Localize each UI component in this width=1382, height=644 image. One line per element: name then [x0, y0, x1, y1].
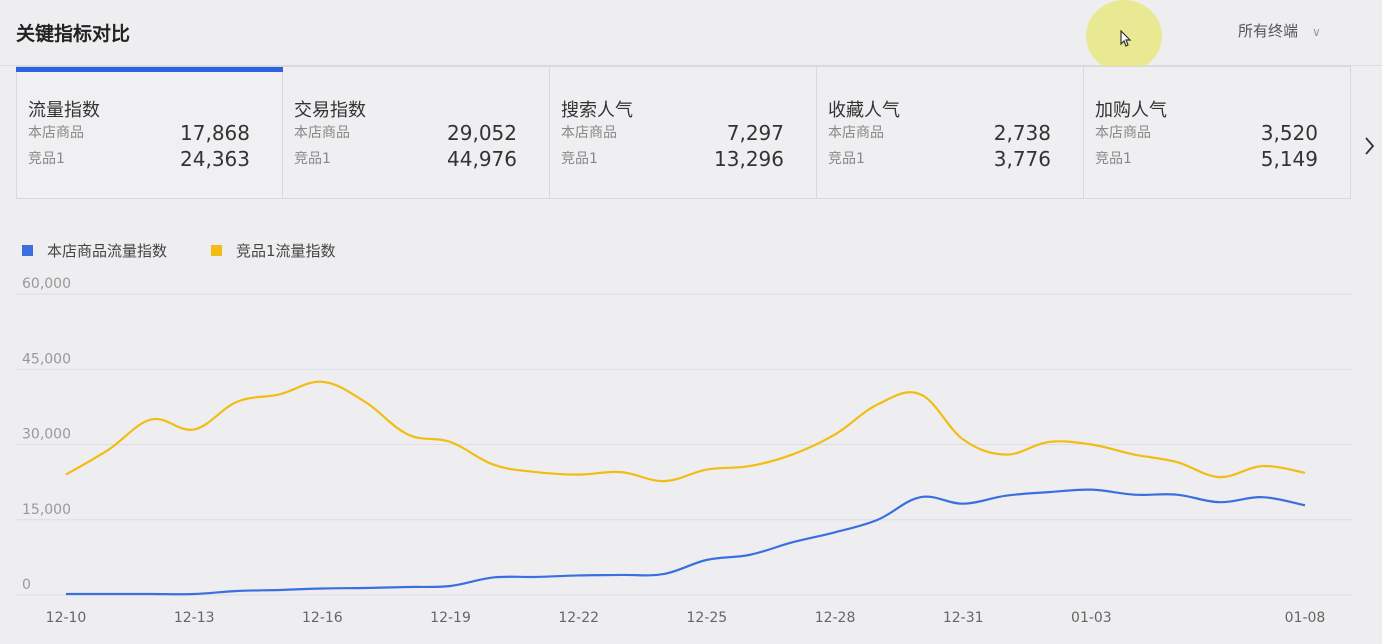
terminal-filter-label: 所有终端 — [1238, 22, 1299, 40]
x-tick-label: 12-22 — [558, 610, 599, 626]
competitor-value: 3,776 — [993, 147, 1051, 171]
own-product-label: 本店商品 — [828, 125, 884, 141]
own-product-label: 本店商品 — [561, 125, 617, 141]
own-product-value: 17,868 — [180, 121, 250, 145]
page-title: 关键指标对比 — [16, 23, 131, 45]
competitor-label: 竞品1 — [1095, 151, 1132, 167]
y-tick-label: 30,000 — [22, 427, 71, 443]
x-tick-label: 01-08 — [1285, 610, 1326, 626]
metric-card-title: 流量指数 — [28, 100, 100, 121]
own-product-value: 2,738 — [993, 121, 1051, 145]
competitor-label: 竞品1 — [828, 151, 865, 167]
own-product-label: 本店商品 — [28, 125, 84, 141]
x-tick-label: 12-13 — [174, 610, 215, 626]
own-product-value: 7,297 — [726, 121, 784, 145]
y-tick-label: 0 — [22, 577, 31, 593]
own-product-label: 本店商品 — [294, 125, 350, 141]
own-product-value: 3,520 — [1260, 121, 1318, 145]
header-bar: 关键指标对比 所有终端 ∨ — [0, 0, 1382, 72]
x-tick-label: 12-10 — [46, 610, 87, 626]
chart-legend: 本店商品流量指数 竞品1流量指数 — [22, 240, 380, 261]
competitor-value: 24,363 — [180, 147, 250, 171]
competitor-label: 竞品1 — [561, 151, 598, 167]
mouse-cursor-icon — [1120, 30, 1132, 47]
metric-card-traffic[interactable]: 流量指数 本店商品 17,868 竞品1 24,363 — [16, 66, 284, 199]
x-tick-label: 12-31 — [943, 610, 984, 626]
traffic-line-chart: 60,000 45,000 30,000 15,000 0 12-10 12-13 12-16… — [16, 276, 1352, 626]
competitor-value: 13,296 — [714, 147, 784, 171]
series-line-own — [66, 488, 1306, 596]
metric-card-title: 加购人气 — [1095, 100, 1167, 121]
metric-card-search[interactable]: 搜索人气 本店商品 7,297 竞品1 13,296 — [550, 66, 817, 199]
x-tick-label: 12-25 — [687, 610, 728, 626]
legend-label-competitor: 竞品1流量指数 — [236, 242, 336, 260]
metric-card-transaction[interactable]: 交易指数 本店商品 29,052 竞品1 44,976 — [283, 66, 550, 199]
metric-card-favorites[interactable]: 收藏人气 本店商品 2,738 竞品1 3,776 — [817, 66, 1084, 199]
own-product-value: 29,052 — [447, 121, 517, 145]
terminal-filter-select[interactable]: 所有终端 ∨ — [1238, 20, 1321, 41]
competitor-label: 竞品1 — [28, 151, 65, 167]
own-product-label: 本店商品 — [1095, 125, 1151, 141]
legend-swatch-competitor — [211, 245, 223, 256]
legend-item-competitor[interactable]: 竞品1流量指数 — [211, 240, 336, 261]
competitor-value: 44,976 — [447, 147, 517, 171]
legend-label-own: 本店商品流量指数 — [47, 242, 168, 260]
legend-item-own[interactable]: 本店商品流量指数 — [22, 240, 167, 261]
y-tick-label: 45,000 — [22, 351, 71, 367]
y-tick-label: 60,000 — [22, 276, 71, 292]
competitor-label: 竞品1 — [294, 151, 331, 167]
chevron-right-icon[interactable] — [1364, 134, 1376, 158]
series-line-competitor — [65, 380, 1306, 483]
metric-card-title: 收藏人气 — [828, 100, 900, 121]
metric-card-title: 搜索人气 — [561, 100, 633, 121]
competitor-value: 5,149 — [1260, 147, 1318, 171]
x-tick-label: 12-19 — [430, 610, 471, 626]
chevron-down-icon: ∨ — [1312, 25, 1321, 39]
metric-card-add-to-cart[interactable]: 加购人气 本店商品 3,520 竞品1 5,149 — [1084, 66, 1351, 199]
metric-card-title: 交易指数 — [294, 100, 366, 121]
metric-cards: 流量指数 本店商品 17,868 竞品1 24,363 交易指数 本店商品 29… — [16, 66, 1354, 199]
legend-swatch-own — [22, 245, 33, 256]
x-tick-label: 12-28 — [815, 610, 856, 626]
x-tick-label: 01-03 — [1071, 610, 1112, 626]
y-tick-label: 15,000 — [22, 502, 71, 518]
x-tick-label: 12-16 — [302, 610, 343, 626]
